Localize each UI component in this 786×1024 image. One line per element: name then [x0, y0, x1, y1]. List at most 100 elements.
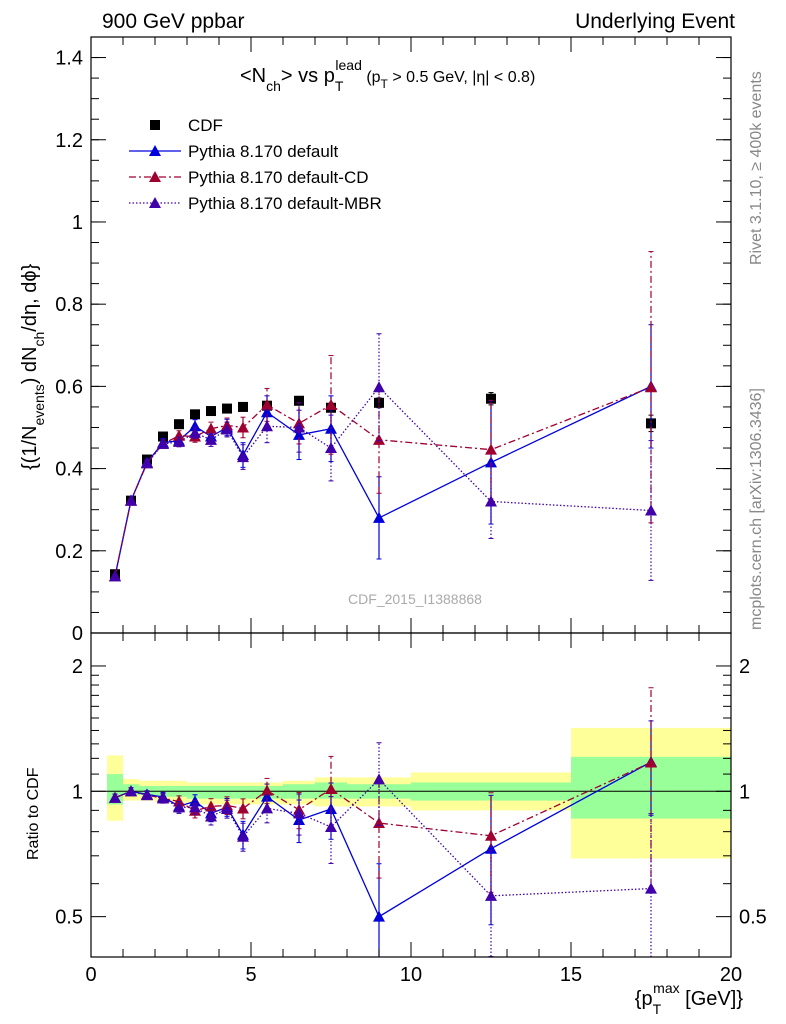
- ratio-series-2-point: [485, 889, 497, 901]
- ratio-series-1-point: [205, 800, 217, 812]
- main-plot-marks: [109, 251, 657, 582]
- series-3-point: [189, 426, 201, 438]
- main-panel: 0 0.2 0.4 0.6 0.8 1 1.2 1.4: [55, 36, 732, 645]
- series-2-point: [325, 398, 337, 410]
- series-1-point: [261, 406, 273, 418]
- series-1-point: [485, 456, 497, 468]
- main-y-tick-label: 0.4: [55, 459, 83, 481]
- legend-marker-0: [150, 120, 160, 130]
- ratio-plot-marks: [109, 687, 657, 958]
- ratio-series-0-point: [485, 842, 497, 854]
- x-tick-label: 15: [560, 964, 582, 986]
- series-3-point: [205, 433, 217, 445]
- series-0-point: [158, 431, 168, 442]
- ratio-series-1-point: [645, 756, 657, 768]
- series-3-point: [141, 457, 153, 469]
- inner-band: [107, 774, 123, 805]
- x-axis-label: {pTmax [GeV]}: [635, 980, 744, 1017]
- ratio-series-1-point: [325, 782, 337, 794]
- series-0-point: [486, 393, 496, 404]
- ratio-series-0-point: [293, 814, 305, 826]
- legend-label-1: Pythia 8.170 default: [188, 142, 339, 161]
- ratio-series-1-point: [237, 802, 249, 814]
- main-y-label: {(1/Nevents) dNch/dη, dϕ}: [19, 263, 47, 470]
- series-2-point: [645, 381, 657, 393]
- inner-band: [187, 785, 203, 799]
- legend: CDF Pythia 8.170 default Pythia 8.170 defa…: [129, 116, 382, 213]
- series-3-point: [157, 437, 169, 449]
- main-plot-frame: [90, 36, 732, 634]
- series-3-point: [485, 495, 497, 507]
- main-y-tick-label: 0.8: [55, 294, 83, 316]
- ratio-series-1-point: [485, 829, 497, 841]
- x-tick-label: 0: [85, 964, 96, 986]
- main-y-tick-label: 0: [72, 623, 83, 645]
- series-0-point: [174, 419, 184, 430]
- main-y-tick-label: 1: [72, 212, 83, 234]
- ratio-series-2-point: [325, 820, 337, 832]
- series-0-point: [238, 401, 248, 412]
- ratio-series-2-point: [125, 785, 137, 797]
- ratio-panel: 0.5 0.51 12 20 5 10 15 20: [55, 632, 767, 986]
- header-left: 900 GeV ppbar: [102, 10, 244, 33]
- ratio-y-tick-label-right: 2: [739, 656, 750, 678]
- mcplots-label: mcplots.cern.ch [arXiv:1306.3436]: [748, 388, 765, 630]
- series-0-point: [206, 406, 216, 417]
- ratio-series-2-point: [261, 802, 273, 814]
- ratio-series-2-point: [221, 802, 233, 814]
- ratio-series-0-point: [261, 790, 273, 802]
- ratio-series-2-point: [373, 773, 385, 785]
- x-tick-label: 5: [245, 964, 256, 986]
- ratio-y-tick-label: 0.5: [55, 907, 83, 929]
- legend-label-3: Pythia 8.170 default-MBR: [188, 194, 382, 213]
- ratio-y-tick-label-right: 1: [739, 781, 750, 803]
- main-y-tick-label: 1.4: [55, 48, 83, 70]
- ratio-series-1-point: [373, 817, 385, 829]
- header-right: Underlying Event: [575, 10, 735, 33]
- legend-marker-1: [149, 145, 161, 156]
- series-0-point: [294, 395, 304, 406]
- series-3-point: [237, 451, 249, 463]
- inner-band: [203, 785, 219, 799]
- ratio-series-2-point: [293, 807, 305, 819]
- series-3-point: [373, 381, 385, 393]
- inner-band: [235, 785, 251, 799]
- ratio-series-2-point: [189, 801, 201, 813]
- analysis-watermark: CDF_2015_I1388868: [348, 591, 482, 607]
- series-3-point: [221, 423, 233, 435]
- series-2-point: [205, 422, 217, 434]
- ratio-uncertainty-bands: [107, 727, 731, 859]
- ratio-series-2-point: [173, 801, 185, 813]
- ratio-series-2-point: [141, 789, 153, 801]
- legend-label-2: Pythia 8.170 default-CD: [188, 168, 369, 187]
- series-3-point: [173, 435, 185, 447]
- main-y-tick-label: 0.6: [55, 376, 83, 398]
- main-y-axis: 0 0.2 0.4 0.6 0.8 1 1.2 1.4: [55, 36, 732, 645]
- x-tick-label: 20: [720, 964, 742, 986]
- rivet-label: Rivet 3.1.10, ≥ 400k events: [748, 71, 765, 265]
- series-2-point: [173, 429, 185, 441]
- ratio-y-tick-label: 2: [72, 656, 83, 678]
- series-1-point: [373, 511, 385, 523]
- series-0-point: [190, 409, 200, 420]
- ratio-series-2-point: [205, 810, 217, 822]
- series-1-point: [189, 420, 201, 432]
- series-3-point: [325, 442, 337, 454]
- main-title: <Nch> vs pTlead (pT > 0.5 GeV, |η| < 0.8…: [240, 57, 535, 94]
- ratio-y-label: Ratio to CDF: [25, 767, 42, 860]
- x-tick-label: 10: [400, 964, 422, 986]
- main-y-tick-label: 0.2: [55, 541, 83, 563]
- inner-band: [219, 785, 235, 799]
- ratio-y-tick-label: 1: [72, 781, 83, 803]
- ratio-series-2-point: [237, 830, 249, 842]
- ratio-series-2-point: [109, 791, 121, 803]
- series-2-point: [485, 443, 497, 455]
- legend-label-0: CDF: [188, 116, 223, 135]
- series-2-point: [261, 398, 273, 410]
- ratio-series-1-point: [261, 784, 273, 796]
- ratio-y-tick-label-right: 0.5: [739, 907, 767, 929]
- legend-marker-3: [149, 197, 161, 208]
- series-0-point: [222, 403, 232, 414]
- ratio-series-2-point: [157, 792, 169, 804]
